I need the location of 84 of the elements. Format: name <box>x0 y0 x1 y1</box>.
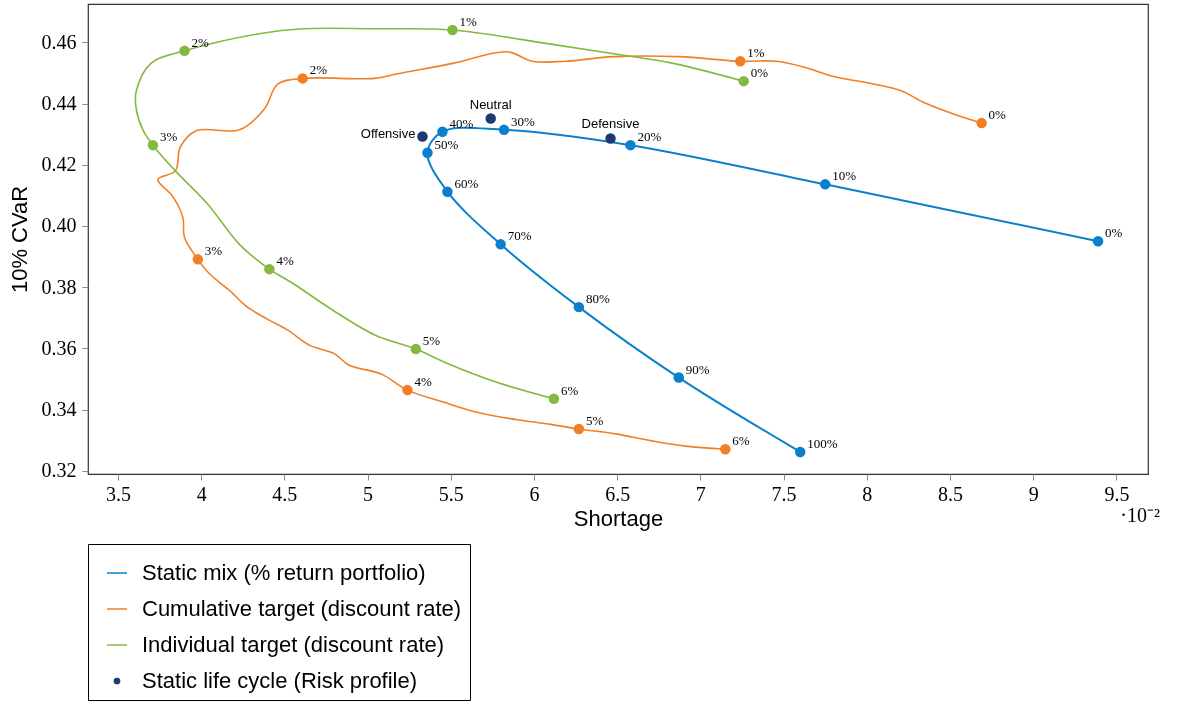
y-tick-label: 0.34 <box>41 398 77 421</box>
x-tick-label: 6 <box>529 482 540 505</box>
annotation: 70% <box>507 228 532 244</box>
x-tick-label: 8.5 <box>937 482 963 505</box>
y-tick-label: 0.38 <box>41 275 77 298</box>
point <box>485 113 496 124</box>
x-tick-label: 7 <box>695 482 706 505</box>
annotation: 2% <box>191 34 210 50</box>
annotation: 5% <box>422 333 441 349</box>
point <box>819 179 831 190</box>
point <box>192 254 204 265</box>
annotation: 3% <box>159 129 178 145</box>
annotation: 1% <box>459 14 477 30</box>
point <box>297 73 308 84</box>
annotation: 50% <box>434 136 459 152</box>
point <box>402 384 413 396</box>
x-tick-label: 9 <box>1028 482 1039 505</box>
point <box>179 45 190 57</box>
point <box>1092 236 1104 247</box>
x-tick-label: 3.5 <box>105 482 131 505</box>
annotation: 0% <box>1105 225 1123 241</box>
annotation: Offensive <box>360 125 416 141</box>
annotation: 0% <box>988 107 1007 123</box>
point <box>673 372 684 383</box>
x-tick-label: 7.5 <box>771 482 797 505</box>
x-tick-label: 5.5 <box>438 482 464 505</box>
annotation: 10% <box>832 168 857 184</box>
legend-label: Individual target (discount rate) <box>142 632 445 657</box>
x-axis-title: Shortage <box>573 505 664 531</box>
point <box>264 263 275 275</box>
y-tick-label: 0.42 <box>41 153 77 176</box>
point <box>147 139 159 151</box>
annotation: 80% <box>585 291 610 307</box>
point <box>794 446 806 458</box>
annotation: 6% <box>560 382 579 398</box>
point <box>605 133 616 144</box>
annotation: 5% <box>585 412 604 428</box>
y-tick-label: 0.46 <box>41 30 77 53</box>
point <box>442 186 453 197</box>
x-tick-label: 4 <box>196 482 207 505</box>
annotation: 4% <box>414 374 432 390</box>
annotation: 4% <box>276 253 294 269</box>
x-tick-label: 9.5 <box>1104 482 1130 505</box>
x-tick-label: 8 <box>862 482 873 505</box>
annotation: Defensive <box>581 116 640 132</box>
point <box>422 147 433 159</box>
point <box>447 24 458 36</box>
point <box>495 239 506 250</box>
point <box>976 117 987 129</box>
annotation: 3% <box>204 243 223 259</box>
y-tick-label: 0.36 <box>41 336 77 359</box>
point <box>417 131 428 142</box>
x-tick-label: 4.5 <box>272 482 298 505</box>
point <box>498 124 510 136</box>
annotation: 40% <box>449 115 474 131</box>
point <box>437 126 448 137</box>
x-tick-label: 5 <box>363 482 374 505</box>
y-tick-label: 0.32 <box>41 459 77 482</box>
annotation: 100% <box>807 435 838 451</box>
legend-label: Static life cycle (Risk profile) <box>142 668 418 693</box>
y-tick-label: 0.44 <box>41 92 77 115</box>
annotation: 6% <box>732 433 750 449</box>
legend-label: Cumulative target (discount rate) <box>142 596 462 621</box>
point <box>735 56 746 67</box>
annotation: 20% <box>637 129 662 145</box>
y-axis-title: 10% CVaR <box>6 185 32 294</box>
text: ·10⁻² <box>1120 504 1160 526</box>
point <box>548 393 560 404</box>
point <box>573 301 585 313</box>
annotation: 60% <box>454 175 479 191</box>
x-tick-label: 6.5 <box>605 482 631 505</box>
point <box>410 343 422 355</box>
annotation: 90% <box>685 361 710 377</box>
point <box>625 139 636 151</box>
annotation: 1% <box>747 45 765 61</box>
point <box>573 423 585 435</box>
legend-label: Static mix (% return portfolio) <box>142 560 426 585</box>
annotation: 0% <box>750 65 769 81</box>
point <box>720 443 731 455</box>
annotation: 30% <box>511 113 536 129</box>
annotation: 2% <box>309 62 328 78</box>
y-tick-label: 0.40 <box>41 214 77 237</box>
annotation: Neutral <box>469 96 512 112</box>
point <box>738 75 749 87</box>
